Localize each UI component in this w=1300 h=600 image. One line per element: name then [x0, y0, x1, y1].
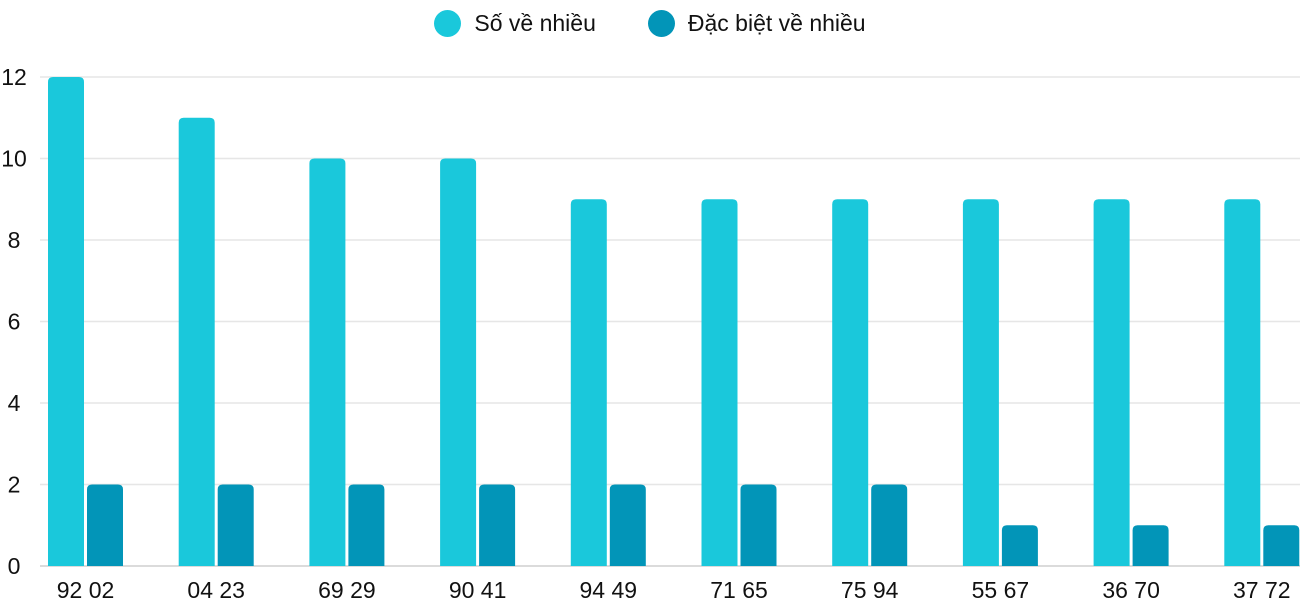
bar-series-1: [309, 158, 346, 566]
y-tick-label: 10: [1, 146, 27, 172]
x-tick-label: 71 65: [710, 577, 768, 600]
x-tick-label: 75 94: [841, 577, 899, 600]
bar-series-2: [87, 484, 123, 566]
bar-series-2: [740, 484, 777, 566]
bar-series-2: [217, 484, 254, 566]
bar-series-1: [962, 199, 999, 566]
x-tick-label: 94 49: [580, 577, 638, 600]
bar-series-1: [1093, 199, 1130, 566]
bar-series-1: [701, 199, 738, 566]
y-tick-label: 4: [8, 390, 21, 416]
x-tick-label: 92 02: [57, 577, 115, 600]
bar-series-1: [832, 199, 869, 566]
bar-series-2: [609, 484, 646, 566]
bar-series-2: [479, 484, 516, 566]
bar-series-1: [440, 158, 477, 566]
y-tick-label: 2: [8, 472, 21, 498]
bar-series-2: [1132, 525, 1169, 566]
bar-series-2: [1263, 525, 1300, 566]
bar-series-2: [1001, 525, 1038, 566]
x-tick-label: 69 29: [318, 577, 376, 600]
legend-swatch-series-2: [647, 10, 675, 37]
y-tick-label: 0: [8, 553, 21, 579]
x-tick-label: 37 72: [1233, 577, 1291, 600]
legend-item-series-1[interactable]: Số về nhiều: [434, 10, 596, 37]
legend-label-series-2: Đặc biệt về nhiều: [687, 10, 866, 36]
legend-label-series-1: Số về nhiều: [474, 10, 596, 36]
x-tick-label: 04 23: [187, 577, 245, 600]
legend: Số về nhiều Đặc biệt về nhiều: [0, 10, 1300, 37]
bar-series-2: [871, 484, 908, 566]
bar-series-1: [1224, 199, 1261, 566]
x-tick-label: 55 67: [972, 577, 1030, 600]
x-tick-label: 90 41: [449, 577, 507, 600]
y-tick-label: 12: [1, 64, 27, 90]
bar-series-1: [48, 77, 84, 566]
bar-series-1: [570, 199, 607, 566]
bar-series-2: [348, 484, 385, 566]
legend-item-series-2[interactable]: Đặc biệt về nhiều: [647, 10, 866, 37]
x-tick-label: 36 70: [1102, 577, 1160, 600]
bar-series-1: [178, 117, 215, 566]
y-tick-label: 6: [8, 309, 21, 335]
legend-swatch-series-1: [434, 10, 462, 37]
y-tick-label: 8: [8, 227, 21, 253]
